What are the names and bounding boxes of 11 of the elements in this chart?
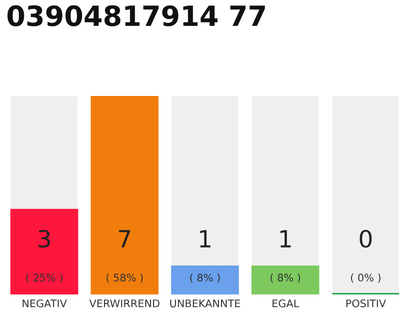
chart-title: 03904817914 77 bbox=[7, 5, 265, 26]
data-label: 0 ( 0% ) bbox=[350, 230, 380, 283]
data-label: 7 ( 58% ) bbox=[106, 230, 143, 283]
x-tick-label: POSITIV bbox=[346, 299, 386, 308]
data-label: 1 ( 8% ) bbox=[190, 230, 220, 283]
x-tick-label: NEGATIV bbox=[22, 299, 67, 308]
x-tick-label: EGAL bbox=[272, 299, 300, 308]
x-tick-label: UNBEKANNTE bbox=[170, 300, 240, 308]
x-tick-label: VERWIRREND bbox=[89, 300, 160, 308]
data-label: 1 ( 8% ) bbox=[270, 230, 300, 283]
data-label: 3 ( 25% ) bbox=[26, 230, 62, 283]
